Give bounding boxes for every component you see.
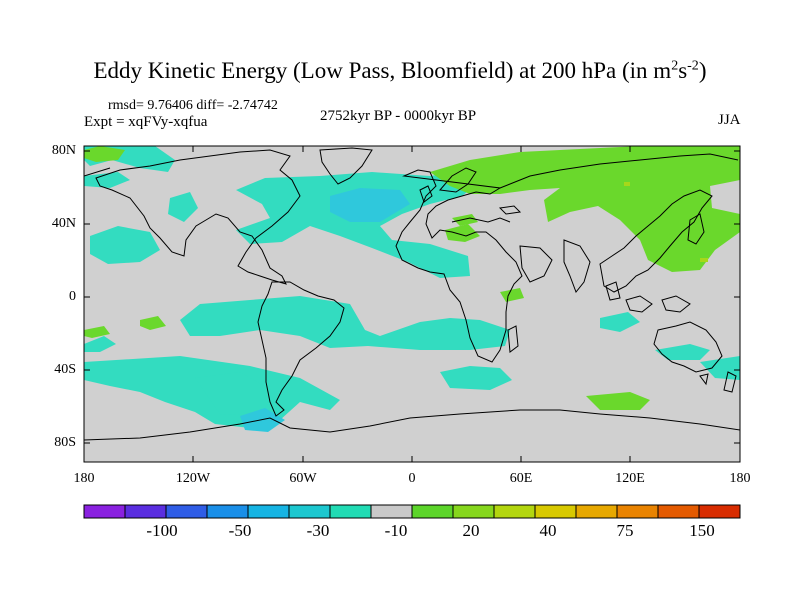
lon-label-180e: 180 bbox=[729, 471, 751, 486]
colorbar-label: -10 bbox=[384, 521, 408, 540]
colorbar-label: -50 bbox=[228, 521, 252, 540]
colorbar-box bbox=[411, 504, 454, 519]
colorbar-box bbox=[575, 504, 618, 519]
colorbar-box bbox=[288, 504, 331, 519]
colorbar-box bbox=[534, 504, 577, 519]
colorbar-box bbox=[206, 504, 249, 519]
lon-label-120w: 120W bbox=[175, 471, 211, 486]
axis-ticks bbox=[84, 146, 740, 462]
colorbar-label: 40 bbox=[539, 521, 557, 540]
colorbar-label: 75 bbox=[616, 521, 634, 540]
lon-label-120e: 120E bbox=[615, 471, 645, 486]
colorbar-label: 150 bbox=[689, 521, 715, 540]
colorbar-boxes bbox=[83, 504, 741, 519]
colorbar-label: -100 bbox=[146, 521, 178, 540]
colorbar-box bbox=[657, 504, 700, 519]
lon-label-60w: 60W bbox=[289, 471, 317, 486]
colorbar-box bbox=[124, 504, 167, 519]
lat-label-80n: 80N bbox=[51, 143, 76, 158]
lat-label-80s: 80S bbox=[54, 435, 76, 450]
colorbar-box bbox=[698, 504, 741, 519]
lon-label-180w: 180 bbox=[73, 471, 95, 486]
colorbar-box bbox=[452, 504, 495, 519]
lon-label-0: 0 bbox=[408, 471, 416, 486]
positive-strong-specks bbox=[624, 182, 708, 262]
colorbar-box bbox=[616, 504, 659, 519]
positive-anomaly-regions bbox=[84, 146, 740, 410]
period-label: 2752kyr BP - 0000kyr BP bbox=[320, 108, 477, 124]
colorbar-label: 20 bbox=[462, 521, 480, 540]
experiment-label: Expt = xqFVy-xqfua bbox=[84, 114, 208, 130]
colorbar-label: -30 bbox=[306, 521, 330, 540]
lat-label-40n: 40N bbox=[51, 216, 76, 231]
colorbar-box bbox=[329, 504, 372, 519]
colorbar-box bbox=[493, 504, 536, 519]
negative-anomaly-regions bbox=[84, 146, 740, 428]
colorbar-box bbox=[370, 504, 413, 519]
coastlines bbox=[84, 147, 740, 441]
lat-label-eq: 0 bbox=[69, 289, 76, 304]
lon-label-60e: 60E bbox=[509, 471, 533, 486]
colorbar-box bbox=[247, 504, 290, 519]
lat-label-40s: 40S bbox=[54, 362, 76, 377]
colorbar-box bbox=[165, 504, 208, 519]
colorbar-box bbox=[83, 504, 126, 519]
season-label: JJA bbox=[718, 112, 741, 128]
rmsd-stats: rmsd= 9.76406 diff= -2.74742 bbox=[108, 98, 278, 113]
map-title: Eddy Kinetic Energy (Low Pass, Bloomfiel… bbox=[93, 58, 707, 83]
